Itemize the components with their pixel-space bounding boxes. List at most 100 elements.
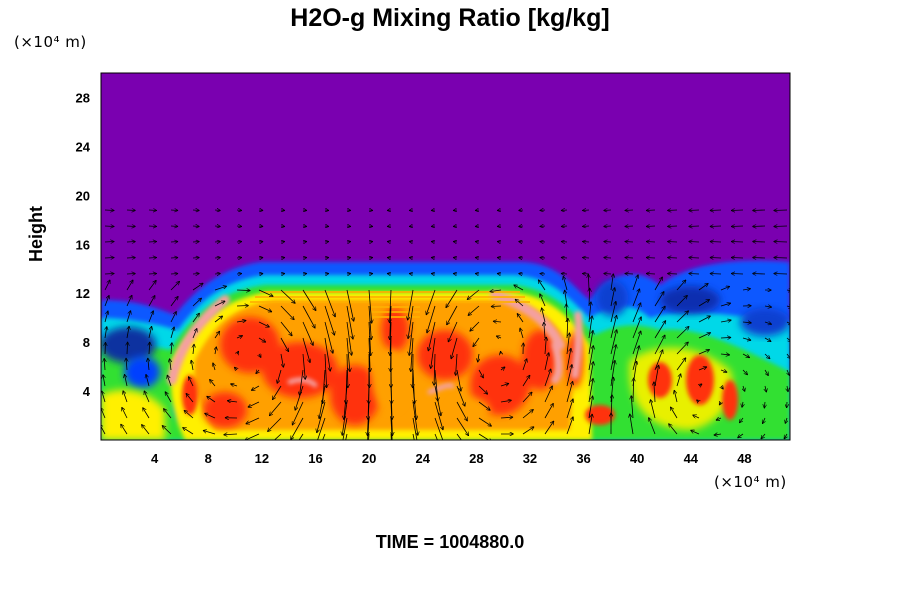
velocity-vector [148, 210, 157, 211]
velocity-vector [563, 276, 568, 291]
velocity-vector [500, 417, 513, 418]
velocity-vector [720, 286, 730, 291]
velocity-vector [475, 242, 479, 243]
velocity-vector [699, 384, 702, 386]
velocity-vector [710, 226, 722, 227]
velocity-vector [390, 305, 391, 340]
velocity-vector [303, 274, 307, 275]
velocity-vector [303, 226, 307, 227]
velocity-vector [302, 353, 305, 380]
velocity-vector [369, 321, 371, 356]
velocity-vector [588, 361, 593, 387]
y-tick-label: 4 [83, 384, 91, 399]
velocity-vector [582, 274, 590, 275]
velocity-vector [500, 351, 501, 354]
y-tick-label: 16 [76, 237, 90, 252]
velocity-vector [676, 342, 688, 355]
velocity-vector [630, 414, 634, 435]
velocity-vector [103, 374, 105, 387]
velocity-vector [165, 391, 172, 403]
velocity-vector [456, 433, 462, 440]
velocity-vector [148, 358, 149, 371]
velocity-vector [520, 328, 524, 339]
velocity-vector [764, 353, 770, 359]
velocity-vector [143, 407, 150, 419]
velocity-vector [214, 210, 221, 211]
velocity-vector [248, 401, 260, 407]
velocity-vector [561, 258, 568, 259]
velocity-vector [625, 274, 634, 275]
velocity-vector [390, 321, 391, 356]
velocity-vector [689, 226, 700, 227]
velocity-vector [473, 337, 480, 347]
velocity-vector [170, 258, 178, 259]
velocity-vector [148, 295, 155, 307]
velocity-vector [446, 289, 458, 308]
velocity-vector [409, 226, 413, 227]
velocity-vector [369, 274, 373, 275]
velocity-vector [522, 427, 534, 435]
velocity-vector [236, 258, 242, 259]
velocity-vector [170, 242, 178, 243]
velocity-vector [650, 399, 656, 419]
velocity-vector [456, 385, 465, 406]
velocity-vector [654, 306, 665, 323]
velocity-vector [434, 385, 441, 416]
velocity-vector [764, 337, 771, 342]
velocity-vector [104, 280, 111, 291]
velocity-vector [720, 354, 730, 355]
velocity-vector [227, 401, 238, 402]
x-tick-label: 24 [415, 451, 430, 466]
velocity-vector [148, 280, 156, 291]
velocity-vector [742, 322, 752, 323]
velocity-vector [582, 242, 590, 243]
velocity-vector [277, 369, 282, 384]
velocity-vector [785, 417, 787, 424]
velocity-vector [692, 415, 700, 418]
velocity-vector [610, 274, 613, 291]
velocity-vector [291, 417, 304, 440]
x-tick-label: 8 [205, 451, 212, 466]
velocity-vector [646, 210, 656, 211]
velocity-vector [342, 417, 348, 440]
velocity-vector [280, 353, 283, 368]
velocity-vector [752, 242, 766, 243]
velocity-vector [667, 210, 678, 211]
velocity-vector [720, 370, 727, 372]
velocity-vector [170, 210, 178, 211]
plot-frame [100, 72, 791, 441]
velocity-vector [409, 242, 413, 243]
y-tick-label: 20 [76, 188, 90, 203]
velocity-vector [428, 321, 436, 351]
velocity-vector [540, 226, 546, 227]
velocity-vector [710, 258, 722, 259]
velocity-vector [214, 331, 220, 339]
velocity-vector [490, 290, 502, 292]
velocity-vector [170, 274, 178, 275]
velocity-vector [544, 352, 549, 371]
y-axis-ticks: 4 8 12 16 20 24 28 [76, 90, 91, 399]
velocity-vector [141, 424, 150, 435]
velocity-vector [167, 375, 172, 387]
velocity-vector [105, 326, 107, 339]
velocity-vector [431, 242, 435, 243]
velocity-vector [186, 393, 194, 403]
velocity-vector [390, 417, 393, 440]
velocity-vector [126, 226, 136, 227]
velocity-vector [347, 274, 351, 275]
velocity-vector [632, 289, 640, 307]
velocity-vector [588, 302, 591, 323]
velocity-vector [654, 382, 655, 403]
velocity-vector [258, 321, 270, 327]
velocity-vector [544, 403, 553, 419]
velocity-vector [426, 289, 436, 315]
velocity-vector [497, 274, 501, 275]
velocity-vector [408, 289, 414, 320]
velocity-vector [654, 277, 663, 291]
velocity-vector [742, 353, 750, 358]
velocity-vector [478, 433, 492, 440]
velocity-vector [786, 337, 790, 342]
velocity-vector [540, 242, 546, 243]
velocity-vector [610, 344, 616, 371]
velocity-vector [470, 321, 480, 331]
